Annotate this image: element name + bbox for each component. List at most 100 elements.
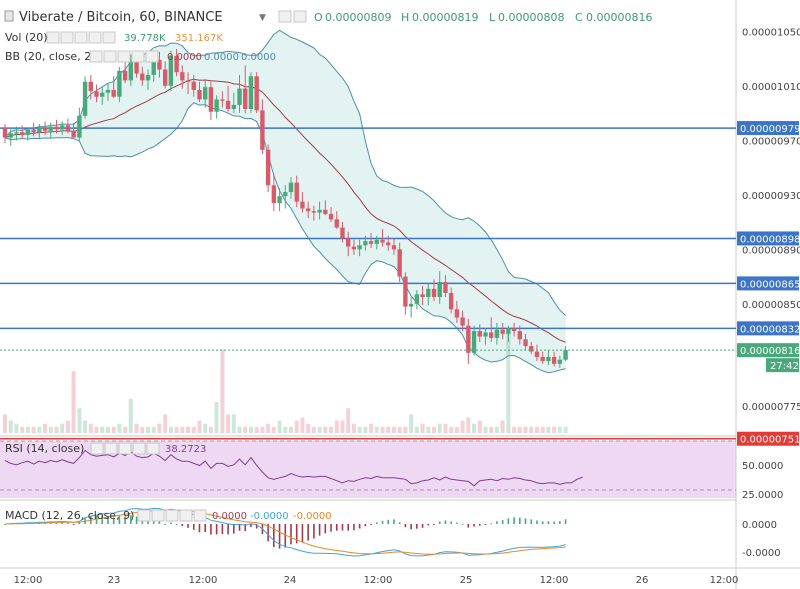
settings-button[interactable] [60,31,74,44]
rsi-tick-25: 25.0000 [742,490,783,501]
macd-histogram-bar [507,518,510,524]
volume-bar [329,426,333,433]
more-button[interactable] [88,31,102,44]
macd-histogram-bar [404,524,407,528]
close-button[interactable] [165,509,179,522]
macd-histogram-bar [416,524,418,529]
candle-body [237,88,242,105]
macd-histogram-bar [524,518,527,524]
candle-body [551,356,557,364]
macd-histogram-bar [564,519,567,524]
volume-bars [3,333,568,433]
macd-histogram-bar [55,522,58,524]
bb-legend: BB (20, close, 2) 0.0000 0.0000 0.0000 [5,50,276,63]
macd-histogram-bar [478,524,481,526]
bb-lower-value: 0.0000 [241,52,276,63]
macd-histogram-bar [301,524,304,543]
close-button[interactable] [118,442,132,455]
volume-bar [426,426,431,433]
macd-histogram-bar [72,524,75,525]
settings-button[interactable] [278,10,292,23]
macd-hist-value: 0.0000 [212,511,247,522]
close-button[interactable] [74,31,88,44]
more-button[interactable] [179,509,193,522]
volume-bar [317,426,322,433]
macd-histogram-bar [513,517,515,524]
settings-button[interactable] [103,50,117,63]
macd-label: MACD (12, 26, close, 9) [5,509,134,522]
bb-label: BB (20, close, 2) [5,50,96,63]
settings-button[interactable] [104,442,118,455]
countdown-label: 27:42 [770,361,799,372]
macd-histogram-bar [421,524,424,528]
volume-bar [111,426,116,433]
price-tick: 0.00000970 [742,136,800,147]
more-button[interactable] [131,50,145,63]
volume-bar [65,420,70,433]
volume-bar [20,426,25,433]
candle-body [128,61,134,81]
macd-histogram-bar [433,524,435,525]
volume-bar [220,349,225,433]
volume-bar [8,420,13,433]
volume-bar [535,426,539,433]
price-axis: 0.00001050 0.00001010 0.00000970 0.00000930… [737,27,800,413]
add-button[interactable] [145,50,159,63]
candle-body [317,209,322,213]
macd-histogram-bar [318,524,321,536]
settings-button[interactable] [151,509,165,522]
gear-button[interactable] [293,10,307,23]
candle-body [42,128,48,131]
macd-histogram-bar [267,524,269,542]
volume-bar [374,426,379,433]
macd-histogram-bar [313,524,315,539]
macd-histogram-bar [324,524,327,534]
volume-bar [168,426,173,433]
candle-body [529,346,534,352]
candle-body [443,282,448,293]
candle-body [117,70,122,97]
ohlc-low-value: 0.00000808 [498,11,564,24]
macd-line [4,507,566,557]
volume-bar [563,426,568,433]
add-button[interactable] [102,31,116,44]
candle-body [460,317,465,326]
candle-body [174,55,179,73]
volume-bar [529,426,534,433]
collapse-toggle-icon[interactable] [4,10,14,22]
volume-bar [117,423,122,433]
macd-legend: MACD (12, 26, close, 9) 0.0000 -0.0000 -… [5,509,332,522]
close-button[interactable] [117,50,131,63]
volume-bar [363,426,368,433]
eye-button[interactable] [46,31,60,44]
volume-bar [128,398,133,433]
chevron-down-icon[interactable]: ▼ [259,13,266,23]
volume-bar [88,423,93,433]
macd-signal-line [4,509,566,555]
macd-histogram-bar [484,524,487,525]
more-button[interactable] [132,442,146,455]
price-label-box [737,276,799,291]
candle-body [220,99,225,101]
macd-histogram-bar [192,524,195,530]
candle-body [357,245,362,250]
macd-histogram-bar [444,520,447,524]
macd-histogram-bar [410,524,412,530]
candle-body [60,125,65,130]
candle-body [134,61,139,74]
volume-bar [289,426,293,433]
macd-histogram-bar [95,515,98,524]
macd-histogram-bar [381,520,384,524]
add-button[interactable] [193,509,207,522]
macd-histogram-bar [118,515,121,524]
vol-label: Vol (20) [5,31,48,44]
candle-body [346,238,351,247]
eye-button[interactable] [89,50,103,63]
candle-body [2,128,8,138]
macd-histogram-bar [353,524,355,531]
volume-bar [512,426,517,433]
eye-button[interactable] [137,509,151,522]
eye-button[interactable] [90,442,104,455]
add-button[interactable] [146,442,160,455]
volume-bar [266,423,271,433]
